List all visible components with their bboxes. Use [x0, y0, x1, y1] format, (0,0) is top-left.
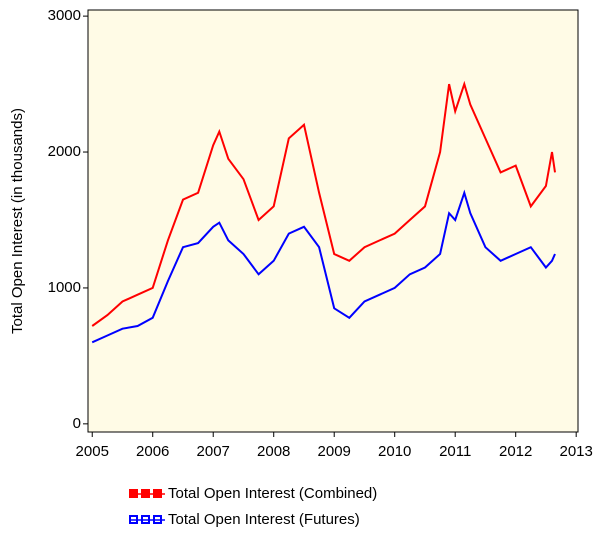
legend-label: Total Open Interest (Futures) [168, 511, 360, 528]
series-line [91, 189, 556, 344]
x-tick-label: 2005 [76, 443, 109, 460]
x-tick-label: 2011 [439, 443, 471, 460]
y-tick-label: 0 [73, 415, 81, 432]
x-tick-label: 2012 [499, 443, 532, 460]
x-tick-label: 2008 [257, 443, 290, 460]
x-tick-label: 2010 [378, 443, 411, 460]
plot-area [87, 9, 579, 433]
y-axis-label: Total Open Interest (in thousands) [9, 108, 26, 334]
x-tick-label: 2007 [197, 443, 230, 460]
legend-label: Total Open Interest (Combined) [168, 485, 377, 502]
y-tick-label: 2000 [48, 143, 81, 160]
x-tick-label: 2009 [318, 443, 351, 460]
y-tick-label: 1000 [48, 279, 81, 296]
y-tick-label: 3000 [48, 7, 81, 24]
x-tick-label: 2013 [559, 443, 592, 460]
series-line [91, 80, 556, 327]
x-tick-label: 2006 [136, 443, 169, 460]
